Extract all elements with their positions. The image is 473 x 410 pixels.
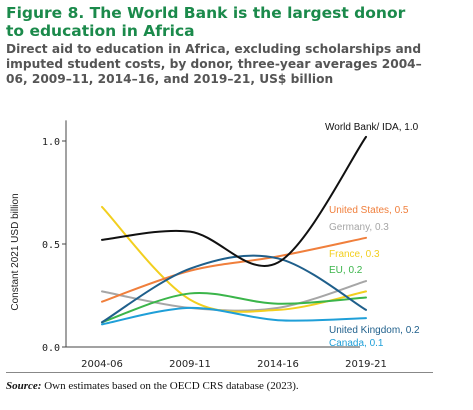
source-note: Source: Own estimates based on the OECD … — [6, 380, 299, 392]
y-tick-label: 0.0 — [42, 343, 60, 354]
series-label-united-kingdom: United Kingdom, 0.2 — [329, 325, 420, 336]
series-line-united-states — [101, 236, 367, 303]
series-label-germany: Germany, 0.3 — [329, 222, 389, 233]
y-axis-label: Constant 2021 USD billion — [10, 193, 21, 310]
line-chart: 0.0 0.5 1.0 Constant 2021 USD billion 2004-0… — [10, 120, 420, 367]
series-line-germany — [101, 280, 367, 312]
y-tick-label: 1.0 — [42, 137, 60, 148]
source-text: Own estimates based on the OECD CRS data… — [41, 380, 299, 392]
series-line-united-kingdom — [101, 254, 367, 324]
chart-subtitle: Direct aid to education in Africa, exclu… — [6, 42, 422, 86]
source-divider — [6, 372, 433, 373]
x-tick-label: 2009-11 — [169, 359, 211, 367]
series-line-eu — [101, 291, 367, 324]
series-label-world-bank-ida: World Bank/ IDA, 1.0 — [325, 122, 419, 133]
y-tick-label: 0.5 — [42, 240, 60, 251]
series-label-canada: Canada, 0.1 — [329, 338, 384, 349]
series-line-world-bank-ida — [101, 135, 367, 267]
x-tick-label: 2004-06 — [81, 359, 123, 367]
x-tick-label: 2019-21 — [345, 359, 387, 367]
x-tick-label: 2014-16 — [257, 359, 299, 367]
source-label: Source: — [6, 380, 42, 392]
series-line-canada — [101, 306, 367, 326]
series-label-united-states: United States, 0.5 — [329, 205, 409, 216]
series-label-eu: EU, 0.2 — [329, 265, 363, 276]
series-label-france: France, 0.3 — [329, 249, 380, 260]
chart-title: Figure 8. The World Bank is the largest … — [6, 4, 406, 40]
